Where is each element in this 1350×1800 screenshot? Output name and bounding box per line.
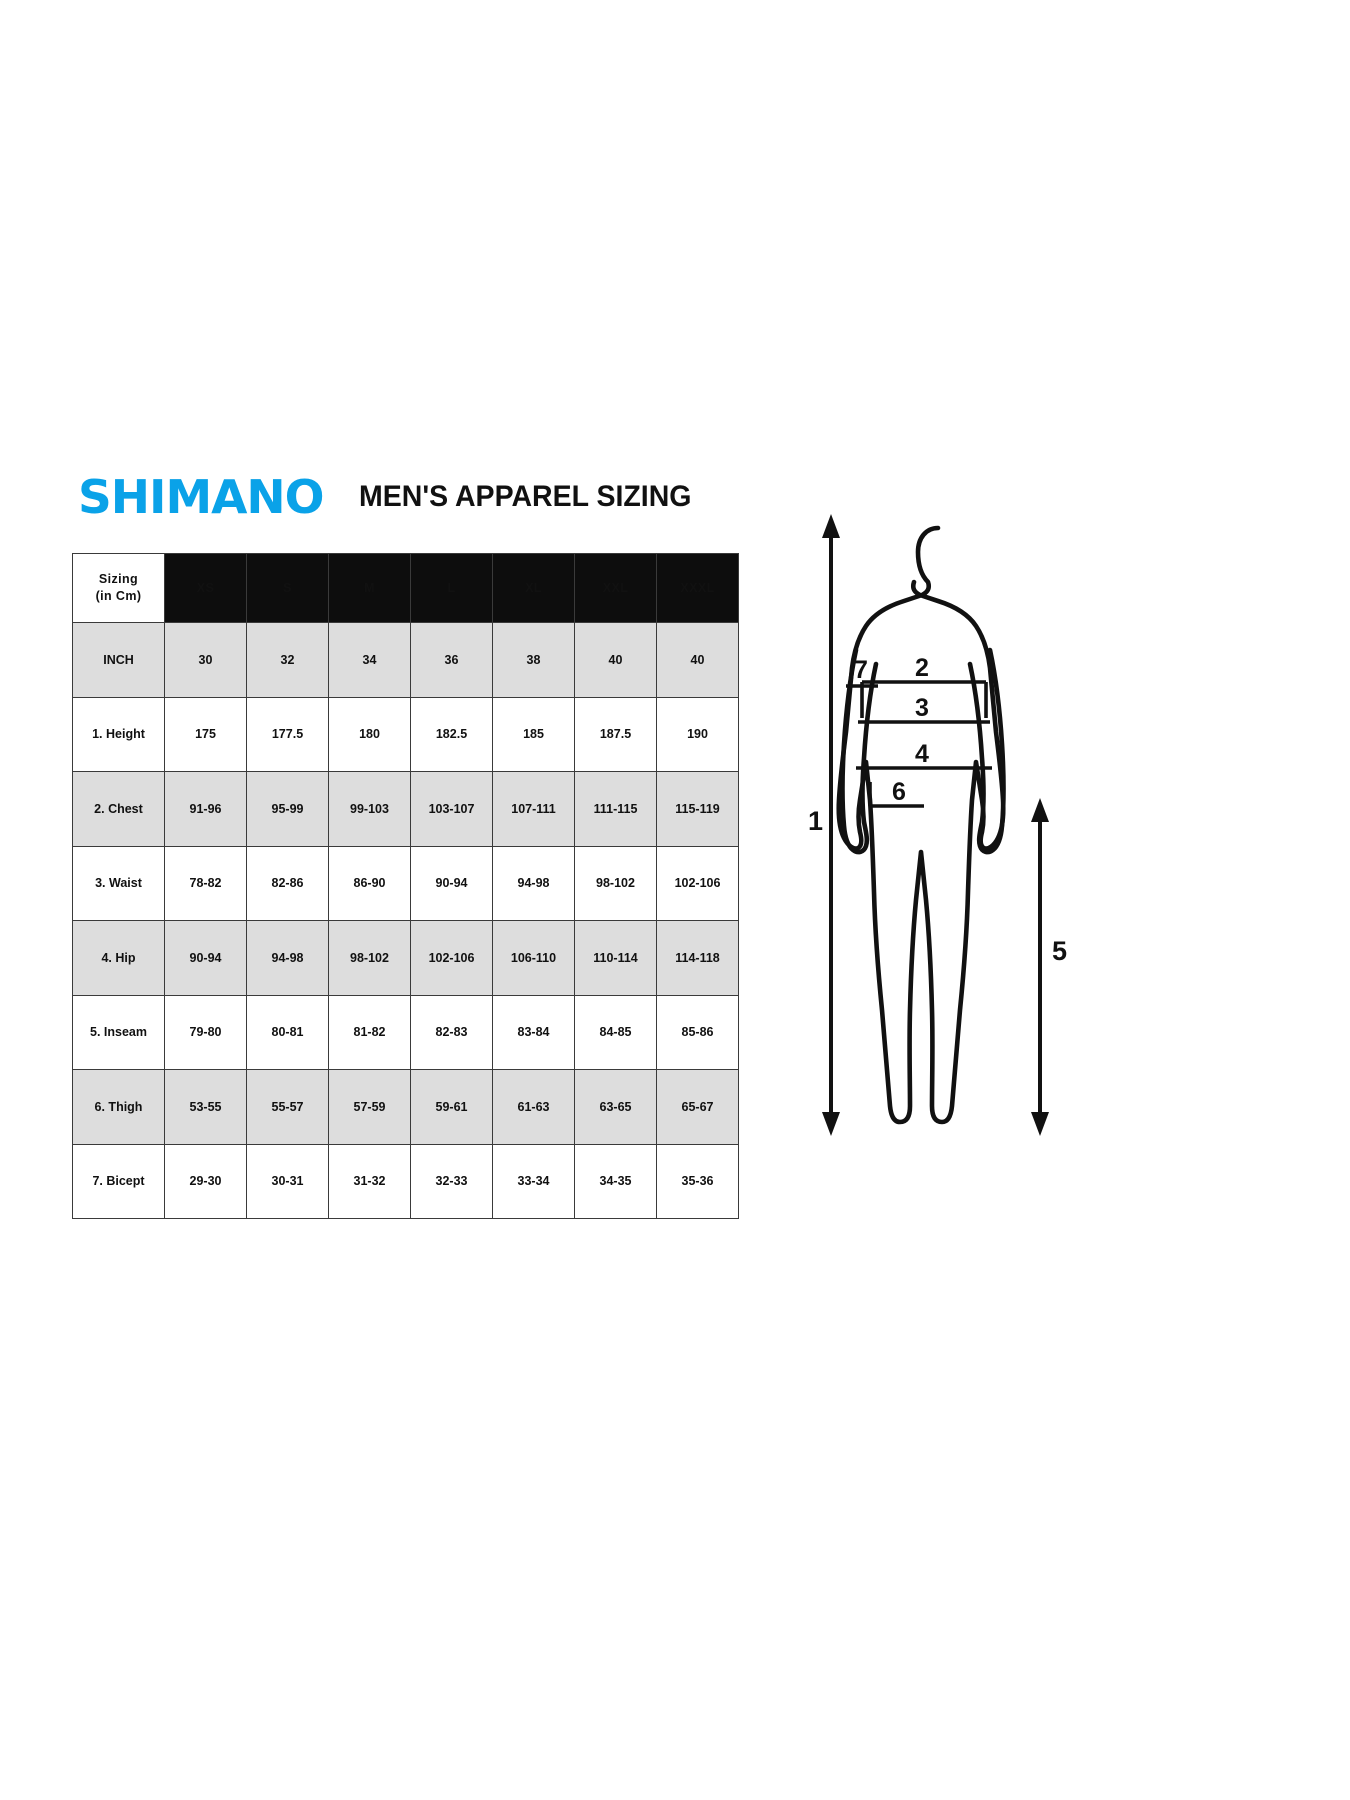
table-cell: 187.5 [574, 696, 657, 772]
table-cell: 98-102 [328, 920, 411, 996]
table-cell: 34 [328, 622, 411, 698]
table-cell: 80-81 [246, 994, 329, 1070]
table-cell: 94-98 [246, 920, 329, 996]
table-cell: 175 [164, 696, 247, 772]
body-measurement-diagram: 1 7 2 3 4 6 5 [800, 500, 1090, 1150]
table-cell: 114-118 [656, 920, 739, 996]
corner-label-line1: Sizing [98, 572, 139, 587]
table-cell: 107-111 [492, 771, 575, 847]
row-label: INCH [72, 622, 165, 698]
row-label: 4. Hip [72, 920, 165, 996]
table-cell: 90-94 [164, 920, 247, 996]
chart-header: SHIMANO MEN'S APPAREL SIZING [78, 466, 758, 528]
table-cell: 111-115 [574, 771, 657, 847]
table-cell: 40 [574, 622, 657, 698]
table-row: 3. Waist 78-82 82-86 86-90 90-94 94-98 98-102 1… [72, 845, 739, 921]
table-cell: 182.5 [410, 696, 493, 772]
table-cell: 82-83 [410, 994, 493, 1070]
callout-chest: 2 [915, 654, 929, 682]
table-cell: 190 [656, 696, 739, 772]
table-cell: 40 [656, 622, 739, 698]
table-cell: 82-86 [246, 845, 329, 921]
table-cell: 115-119 [656, 771, 739, 847]
table-cell: 63-65 [574, 1069, 657, 1145]
row-label: 6. Thigh [72, 1069, 165, 1145]
table-cell: 83-84 [492, 994, 575, 1070]
table-cell: 94-98 [492, 845, 575, 921]
table-cell: 180 [328, 696, 411, 772]
table-cell: 57-59 [328, 1069, 411, 1145]
table-row: 2. Chest 91-96 95-99 99-103 103-107 107-111 11… [72, 771, 739, 847]
table-row: INCH 30 32 34 36 38 40 40 [72, 622, 739, 698]
table-cell: 34-35 [574, 1143, 657, 1219]
table-cell: 30-31 [246, 1143, 329, 1219]
shimano-logo: SHIMANO [78, 470, 325, 524]
table-cell: 59-61 [410, 1069, 493, 1145]
column-header-l: L [410, 553, 493, 623]
callout-inseam: 5 [1052, 936, 1067, 966]
table-cell: 55-57 [246, 1069, 329, 1145]
height-arrow [822, 514, 840, 1136]
table-cell: 61-63 [492, 1069, 575, 1145]
row-label: 3. Waist [72, 845, 165, 921]
row-label: 1. Height [72, 696, 165, 772]
table-cell: 30 [164, 622, 247, 698]
column-header-xxxl: XXXL [656, 553, 739, 623]
table-cell: 32 [246, 622, 329, 698]
table-cell: 36 [410, 622, 493, 698]
table-cell: 177.5 [246, 696, 329, 772]
table-cell: 53-55 [164, 1069, 247, 1145]
table-cell: 79-80 [164, 994, 247, 1070]
page-title: MEN'S APPAREL SIZING [358, 480, 692, 513]
table-cell: 95-99 [246, 771, 329, 847]
sizing-table: Sizing (in Cm) XS S M L XL XXL XXXL INCH 30 32 34… [72, 553, 739, 1219]
arms-outline [840, 647, 1006, 855]
row-label: 7. Bicept [72, 1143, 165, 1219]
table-cell: 32-33 [410, 1143, 493, 1219]
table-cell: 31-32 [328, 1143, 411, 1219]
callout-waist: 3 [915, 694, 929, 722]
table-cell: 102-106 [410, 920, 493, 996]
table-cell: 84-85 [574, 994, 657, 1070]
table-cell: 85-86 [656, 994, 739, 1070]
table-cell: 38 [492, 622, 575, 698]
table-cell: 81-82 [328, 994, 411, 1070]
table-cell: 90-94 [410, 845, 493, 921]
table-corner-label: Sizing (in Cm) [72, 553, 165, 623]
table-row: 4. Hip 90-94 94-98 98-102 102-106 106-110 110-… [72, 920, 739, 996]
measurement-bands [846, 680, 992, 808]
column-header-xs: XS [164, 553, 247, 623]
column-header-s: S [246, 553, 329, 623]
table-row: 5. Inseam 79-80 80-81 81-82 82-83 83-84 84-85 8… [72, 994, 739, 1070]
table-row: 6. Thigh 53-55 55-57 57-59 59-61 61-63 63-65 65… [72, 1069, 739, 1145]
table-row: 1. Height 175 177.5 180 182.5 185 187.5 190 [72, 696, 739, 772]
table-cell: 103-107 [410, 771, 493, 847]
table-cell: 110-114 [574, 920, 657, 996]
column-header-xl: XL [492, 553, 575, 623]
table-cell: 35-36 [656, 1143, 739, 1219]
callout-height: 1 [808, 806, 823, 836]
column-header-xxl: XXL [574, 553, 657, 623]
table-cell: 106-110 [492, 920, 575, 996]
callout-hip: 4 [915, 740, 929, 768]
table-cell: 29-30 [164, 1143, 247, 1219]
callout-bicept: 7 [854, 656, 868, 684]
table-row: 7. Bicept 29-30 30-31 31-32 32-33 33-34 34-35 3… [72, 1143, 739, 1219]
table-header-row: Sizing (in Cm) XS S M L XL XXL XXXL [72, 553, 739, 623]
column-header-m: M [328, 553, 411, 623]
corner-label-line2: (in Cm) [95, 589, 142, 603]
inseam-arrow [1031, 798, 1049, 1136]
table-cell: 102-106 [656, 845, 739, 921]
table-cell: 91-96 [164, 771, 247, 847]
table-cell: 65-67 [656, 1069, 739, 1145]
row-label: 5. Inseam [72, 994, 165, 1070]
table-cell: 33-34 [492, 1143, 575, 1219]
row-label: 2. Chest [72, 771, 165, 847]
table-cell: 78-82 [164, 845, 247, 921]
table-cell: 86-90 [328, 845, 411, 921]
table-cell: 99-103 [328, 771, 411, 847]
table-cell: 98-102 [574, 845, 657, 921]
table-cell: 185 [492, 696, 575, 772]
callout-thigh: 6 [892, 778, 906, 806]
